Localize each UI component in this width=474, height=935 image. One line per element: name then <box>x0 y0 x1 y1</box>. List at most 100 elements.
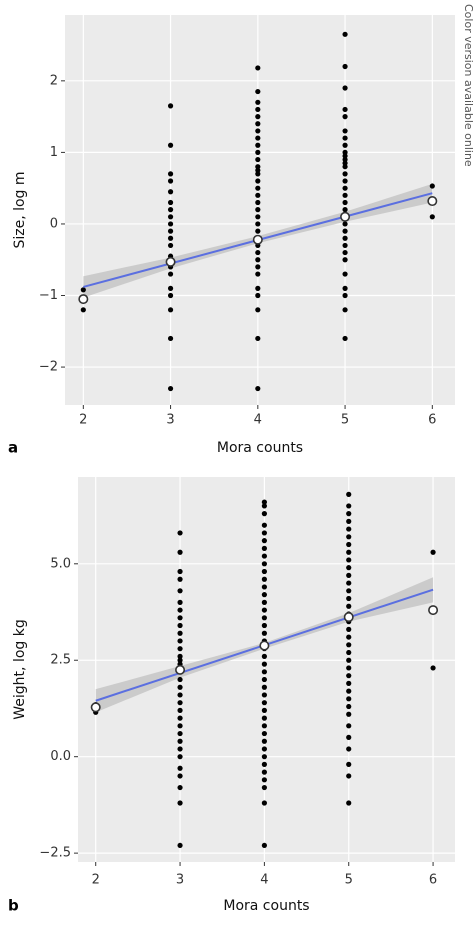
data-point <box>346 688 352 694</box>
data-point <box>261 800 267 806</box>
data-point <box>342 149 348 155</box>
data-point <box>346 626 352 632</box>
data-point <box>177 615 183 621</box>
data-point <box>177 676 183 683</box>
data-point <box>342 192 348 198</box>
data-point <box>167 271 174 277</box>
data-point <box>346 642 352 648</box>
data-point <box>261 676 267 683</box>
data-point <box>342 156 348 163</box>
data-point <box>177 599 183 605</box>
data-point <box>167 285 174 291</box>
x-tick-label: 2 <box>79 413 87 428</box>
data-point <box>261 669 267 675</box>
data-point <box>346 549 352 555</box>
data-point <box>261 511 267 517</box>
data-point <box>342 85 348 91</box>
mean-point <box>340 211 351 222</box>
data-point <box>346 800 352 806</box>
data-point <box>342 31 348 37</box>
data-point <box>167 171 174 177</box>
x-tick-label: 3 <box>166 413 174 428</box>
data-point <box>177 622 183 629</box>
x-tick-label: 5 <box>341 413 349 428</box>
y-tick-label: 2 <box>50 73 58 88</box>
mean-point <box>78 294 89 305</box>
x-tick-label: 3 <box>176 873 184 888</box>
data-point <box>167 178 174 184</box>
data-point <box>255 207 261 213</box>
data-point <box>342 249 348 256</box>
data-point <box>261 684 267 690</box>
data-point <box>177 773 183 779</box>
data-point <box>167 142 174 148</box>
data-point <box>342 335 348 342</box>
data-point <box>261 715 267 721</box>
data-point <box>346 526 352 532</box>
data-point <box>261 761 267 767</box>
data-point <box>261 499 267 505</box>
data-point <box>177 730 183 737</box>
data-point <box>255 199 261 206</box>
data-point <box>167 335 174 342</box>
data-point <box>255 307 261 313</box>
data-point <box>255 292 261 299</box>
data-point <box>255 164 261 170</box>
x-axis-label: Mora counts <box>223 898 309 914</box>
data-point <box>177 646 183 652</box>
data-point <box>177 842 183 849</box>
data-point <box>342 164 348 170</box>
data-point <box>177 765 183 771</box>
data-point <box>255 185 261 191</box>
data-point <box>261 538 267 544</box>
data-point <box>342 185 348 191</box>
y-tick-label: 5.0 <box>50 556 71 571</box>
y-tick-label: −2.5 <box>39 846 71 861</box>
mean-point <box>343 612 354 623</box>
x-axis-label: Mora counts <box>217 440 303 456</box>
data-point <box>346 595 352 602</box>
data-point <box>255 178 261 184</box>
data-point <box>255 257 261 263</box>
data-point <box>346 534 352 540</box>
data-point <box>255 99 261 105</box>
data-point <box>261 615 267 621</box>
data-point <box>342 292 348 299</box>
data-point <box>346 734 352 740</box>
data-point <box>342 199 348 206</box>
data-point <box>177 657 183 663</box>
data-point <box>346 703 352 710</box>
data-point <box>177 576 183 582</box>
data-point <box>261 576 267 582</box>
data-point <box>261 700 267 706</box>
data-point <box>261 599 267 605</box>
data-point <box>342 128 348 134</box>
data-point <box>255 264 261 270</box>
data-point <box>342 285 348 291</box>
data-point <box>261 607 267 613</box>
x-tick-label: 4 <box>254 413 262 428</box>
data-point <box>342 178 348 184</box>
data-point <box>346 503 352 509</box>
data-point <box>261 661 267 667</box>
x-tick-label: 2 <box>92 873 100 888</box>
data-point <box>261 522 267 528</box>
data-point <box>177 653 183 659</box>
data-point <box>167 103 174 109</box>
data-point <box>177 607 183 613</box>
data-point <box>261 584 267 590</box>
data-point <box>430 549 436 555</box>
data-point <box>342 235 348 241</box>
data-point <box>261 777 267 783</box>
data-point <box>255 142 261 148</box>
data-point <box>255 249 261 256</box>
data-point <box>346 711 352 717</box>
side-note: Color version available online <box>462 4 474 167</box>
data-point <box>177 630 183 636</box>
mean-point <box>165 256 176 267</box>
data-point <box>346 565 352 571</box>
data-point <box>167 228 174 234</box>
y-tick-label: 2.5 <box>50 653 71 668</box>
data-point <box>346 572 352 578</box>
data-point <box>167 235 174 241</box>
